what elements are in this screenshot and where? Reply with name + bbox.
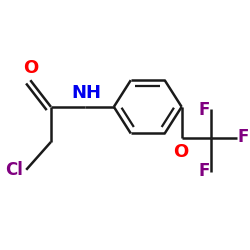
Text: F: F [199,102,210,119]
Text: F: F [238,128,249,146]
Text: NH: NH [71,84,101,102]
Text: O: O [23,59,38,77]
Text: F: F [199,162,210,180]
Text: O: O [173,143,188,161]
Text: Cl: Cl [5,161,22,179]
